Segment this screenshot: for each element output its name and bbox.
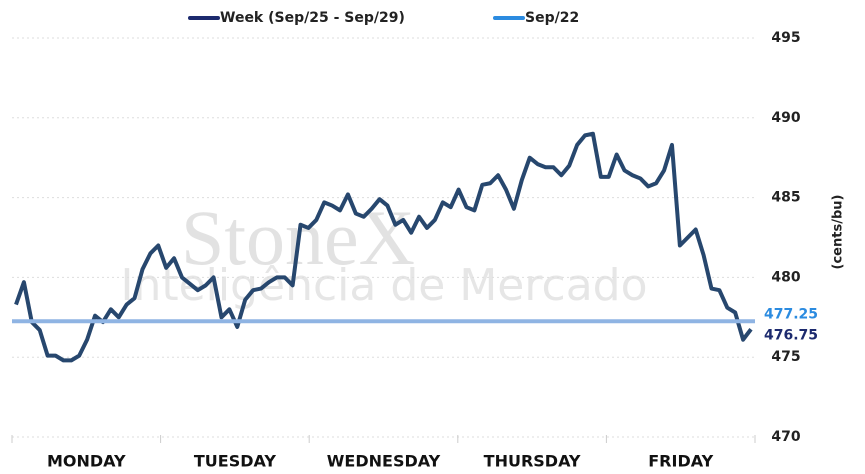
watermark-text: Inteligência de Mercado — [120, 260, 647, 311]
y-tick-label: 490 — [771, 110, 800, 126]
y-tick-label: 485 — [771, 190, 800, 206]
legend-label: Week (Sep/25 - Sep/29) — [220, 10, 405, 26]
y-tick-label: 470 — [771, 429, 800, 445]
end-value-label: 477.25 — [764, 306, 818, 322]
x-tick-label: MONDAY — [47, 452, 126, 471]
y-tick-label: 475 — [771, 349, 800, 365]
x-tick-label: THURSDAY — [484, 452, 581, 471]
x-tick-label: TUESDAY — [194, 452, 276, 471]
y-tick-label: 480 — [771, 269, 800, 285]
x-tick-label: WEDNESDAY — [327, 452, 441, 471]
y-tick-label: 495 — [771, 30, 800, 46]
end-value-label: 476.75 — [764, 327, 818, 343]
y-axis-label: (cents/bu) — [831, 195, 846, 270]
x-tick-label: FRIDAY — [648, 452, 713, 471]
week-line — [14, 131, 753, 363]
legend-label: Sep/22 — [525, 10, 579, 26]
